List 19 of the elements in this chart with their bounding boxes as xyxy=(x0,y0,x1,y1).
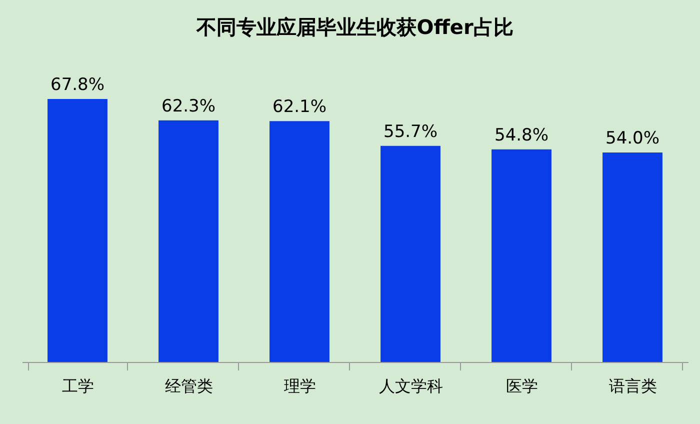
x-tick-label: 工学 xyxy=(62,376,94,396)
x-tick-label: 语言类 xyxy=(609,376,657,396)
data-label: 67.8% xyxy=(50,75,105,95)
bar xyxy=(48,99,108,362)
chart-title: 不同专业应届毕业生收获Offer占比 xyxy=(196,15,514,39)
data-label: 54.8% xyxy=(494,125,549,146)
bar xyxy=(602,152,662,362)
x-tick-label: 理学 xyxy=(284,376,316,396)
bar xyxy=(158,120,218,362)
data-label: 62.3% xyxy=(161,96,216,116)
x-tick-label: 人文学科 xyxy=(379,376,443,396)
x-tick-label: 医学 xyxy=(506,376,538,396)
x-tick-label: 经管类 xyxy=(165,376,213,396)
data-label: 55.7% xyxy=(383,122,438,142)
bar xyxy=(492,149,552,362)
data-label: 54.0% xyxy=(605,128,660,149)
data-label: 62.1% xyxy=(272,97,327,118)
bar xyxy=(270,121,330,362)
bar xyxy=(380,146,440,362)
